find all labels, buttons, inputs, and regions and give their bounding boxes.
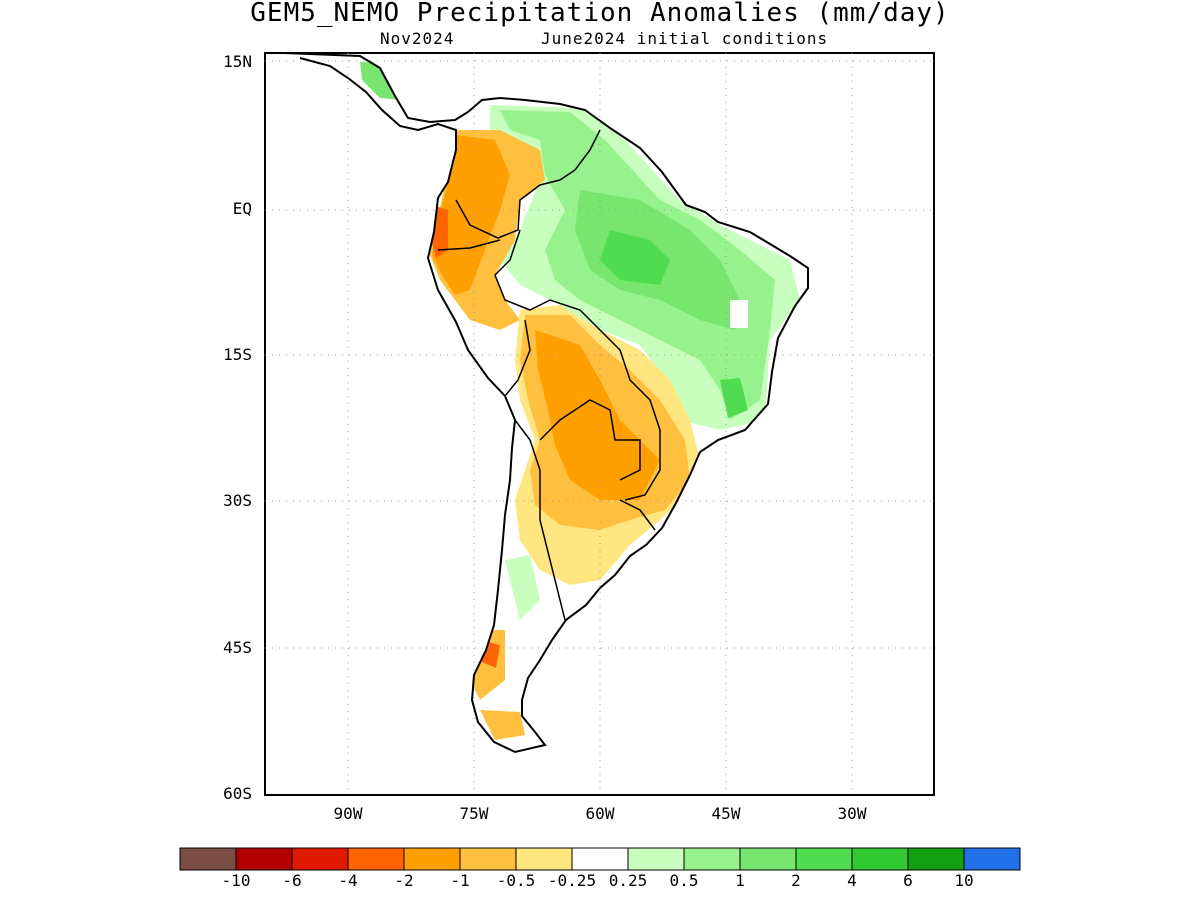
colorbar-swatch: [963, 847, 1021, 871]
lon-label-60w: 60W: [585, 804, 615, 823]
colorbar: [179, 847, 1021, 871]
lon-label-90w: 90W: [333, 804, 363, 823]
lat-label-45s: 45S: [223, 638, 252, 657]
colorbar-tick-label: 0.25: [608, 871, 648, 890]
colorbar-tick-label: -0.5: [496, 871, 536, 890]
colorbar-swatch: [515, 847, 573, 871]
colorbar-tick-label: 4: [847, 871, 857, 890]
lon-label-30w: 30W: [837, 804, 867, 823]
colorbar-swatch: [627, 847, 685, 871]
colorbar-tick-label: 1: [735, 871, 745, 890]
colorbar-swatch: [851, 847, 909, 871]
colorbar-swatch: [403, 847, 461, 871]
colorbar-swatch: [179, 847, 237, 871]
forecast-month: Nov2024: [380, 29, 455, 48]
colorbar-tick-label: -2: [394, 871, 414, 890]
colorbar-tick-label: -6: [282, 871, 302, 890]
coastline: [283, 52, 809, 754]
lon-label-45w: 45W: [711, 804, 741, 823]
lat-label-30s: 30S: [223, 491, 252, 510]
colorbar-tick-label: -10: [221, 871, 251, 890]
colorbar-swatch: [571, 847, 629, 871]
lat-label-15n: 15N: [223, 52, 252, 71]
colorbar-tick-label: -0.25: [547, 871, 597, 890]
colorbar-tick-label: 2: [791, 871, 801, 890]
colorbar-tick-label: -4: [338, 871, 358, 890]
initial-conditions: June2024 initial conditions: [541, 29, 829, 48]
colorbar-swatch: [459, 847, 517, 871]
gridlines: [265, 53, 934, 795]
colorbar-tick-label: 0.5: [669, 871, 699, 890]
lon-label-75w: 75W: [459, 804, 489, 823]
anomaly-shading: [360, 62, 800, 740]
colorbar-swatch: [907, 847, 965, 871]
colorbar-swatch: [683, 847, 741, 871]
colorbar-swatch: [795, 847, 853, 871]
colorbar-tick-label: 10: [954, 871, 974, 890]
lat-label-15s: 15S: [223, 345, 252, 364]
colorbar-swatch: [291, 847, 349, 871]
colorbar-swatch: [347, 847, 405, 871]
map-title: GEM5_NEMO Precipitation Anomalies (mm/da…: [250, 0, 950, 28]
colorbar-tick-label: -1: [450, 871, 470, 890]
lat-label-60s: 60S: [223, 784, 252, 803]
colorbar-tick-label: 6: [903, 871, 913, 890]
lat-label-eq: EQ: [232, 199, 252, 218]
colorbar-swatch: [739, 847, 797, 871]
country-borders: [437, 129, 661, 621]
colorbar-swatch: [235, 847, 293, 871]
